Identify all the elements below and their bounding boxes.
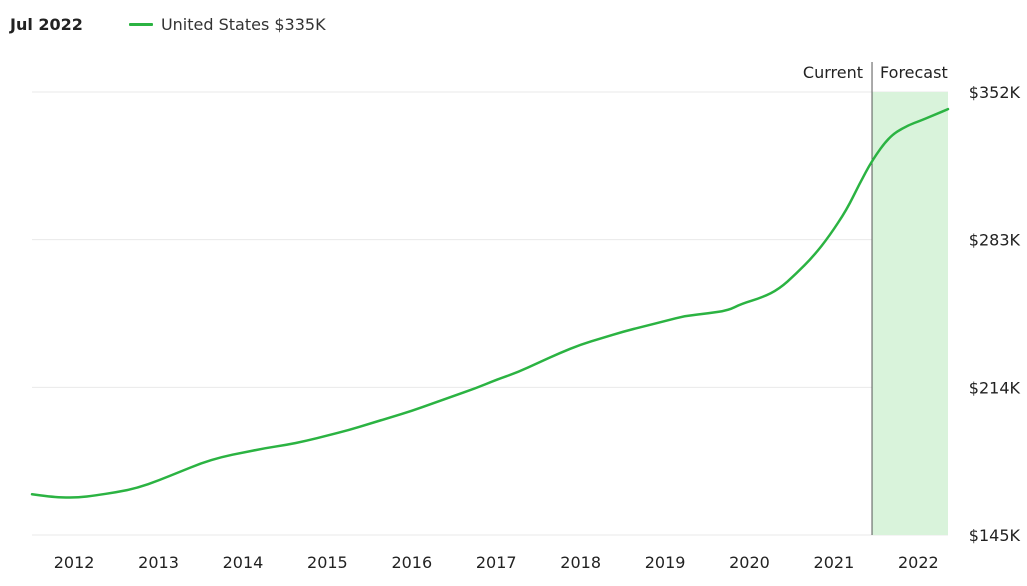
series-line [30,107,950,499]
legend-swatch [128,22,153,26]
y-tick-label: $214K [969,378,1021,397]
x-tick-label: 2021 [814,553,855,572]
series-layer [30,107,950,499]
grid-layer [32,91,948,536]
y-tick-label: $145K [969,526,1021,545]
x-tick-label: 2020 [729,553,770,572]
x-tick-label: 2012 [54,553,95,572]
forecast-label: Forecast [880,63,948,82]
x-axis: 2012 2013 2014 2015 2016 2017 2018 2019 2020 2021… [54,553,939,572]
forecast-region [872,92,948,535]
current-label: Current [803,63,863,82]
forecast-layer [871,62,948,535]
x-tick-label: 2019 [645,553,686,572]
legend[interactable]: United States $335K [128,14,326,34]
chart-header: Jul 2022 United States $335K [10,11,326,37]
y-axis: $145K $214K $283K $352K [969,83,1021,545]
y-tick-label: $352K [969,83,1021,102]
x-tick-label: 2014 [223,553,264,572]
y-tick-label: $283K [969,231,1021,250]
legend-label: United States $335K [160,14,326,34]
annotation-layer: Current Forecast [803,63,948,82]
x-tick-label: 2018 [560,553,601,572]
date-label: Jul 2022 [10,14,83,34]
x-tick-label: 2013 [138,553,179,572]
x-tick-label: 2015 [307,553,348,572]
x-tick-label: 2017 [476,553,517,572]
x-tick-label: 2022 [898,553,939,572]
x-tick-label: 2016 [391,553,432,572]
